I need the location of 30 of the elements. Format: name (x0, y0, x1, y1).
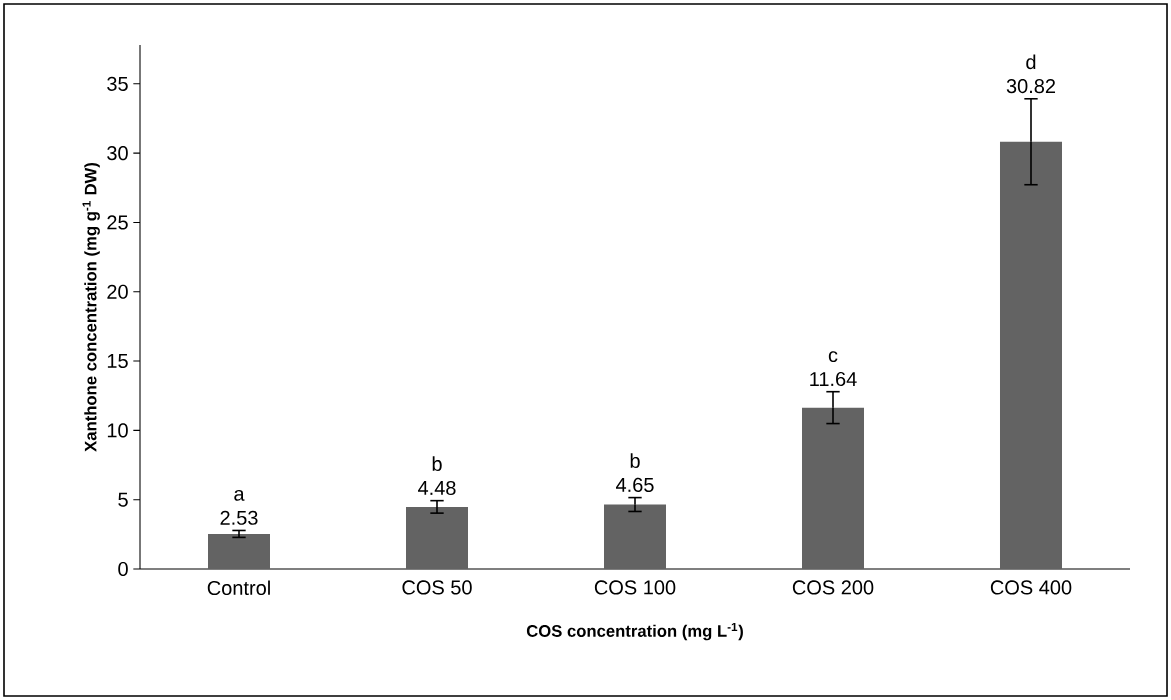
data-label: 4.48 (418, 480, 456, 496)
annotation: d (1026, 54, 1036, 70)
x-tick-label: COS 100 (594, 580, 676, 595)
y-tick-label: 0 (118, 561, 128, 577)
y-tick-label: 15 (107, 354, 128, 369)
x-axis-title: COS concentration (mg L$^{-1}$) (526, 622, 743, 641)
data-label: 11.64 (810, 371, 857, 387)
annotation: b (630, 453, 640, 468)
data-label: 2.53 (220, 510, 258, 525)
y-tick-label: 30 (107, 146, 128, 161)
x-tick-label: COS 400 (990, 580, 1072, 595)
data-label: 4.65 (616, 477, 654, 492)
annotation: b (432, 456, 442, 472)
y-tick-label: 5 (118, 492, 128, 507)
y-tick-label: 10 (107, 423, 128, 438)
annotation: c (828, 351, 838, 363)
x-tick-label: Control (207, 580, 270, 596)
y-tick-label: 20 (107, 284, 128, 299)
annotation: a (234, 489, 245, 501)
bar (1000, 141, 1062, 569)
x-tick-label: COS 200 (792, 580, 874, 595)
bar (802, 407, 864, 569)
data-label: 30.82 (1006, 79, 1056, 94)
y-tick-label: 25 (107, 215, 128, 230)
bar (406, 506, 468, 569)
y-axis-title: Xanthone concentration (mg g$^{-1}$ DW) (82, 162, 100, 452)
bar (208, 533, 270, 569)
bar (604, 504, 666, 569)
x-tick-label: COS 50 (402, 580, 472, 595)
y-tick-label: 35 (107, 76, 128, 91)
